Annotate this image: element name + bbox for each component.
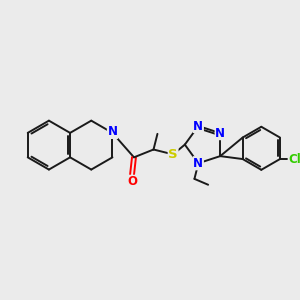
Text: N: N	[107, 125, 117, 138]
Text: N: N	[194, 157, 203, 170]
Text: S: S	[168, 148, 178, 161]
Text: O: O	[127, 175, 137, 188]
Text: N: N	[215, 127, 225, 140]
Text: Cl: Cl	[288, 153, 300, 166]
Text: N: N	[194, 119, 203, 133]
